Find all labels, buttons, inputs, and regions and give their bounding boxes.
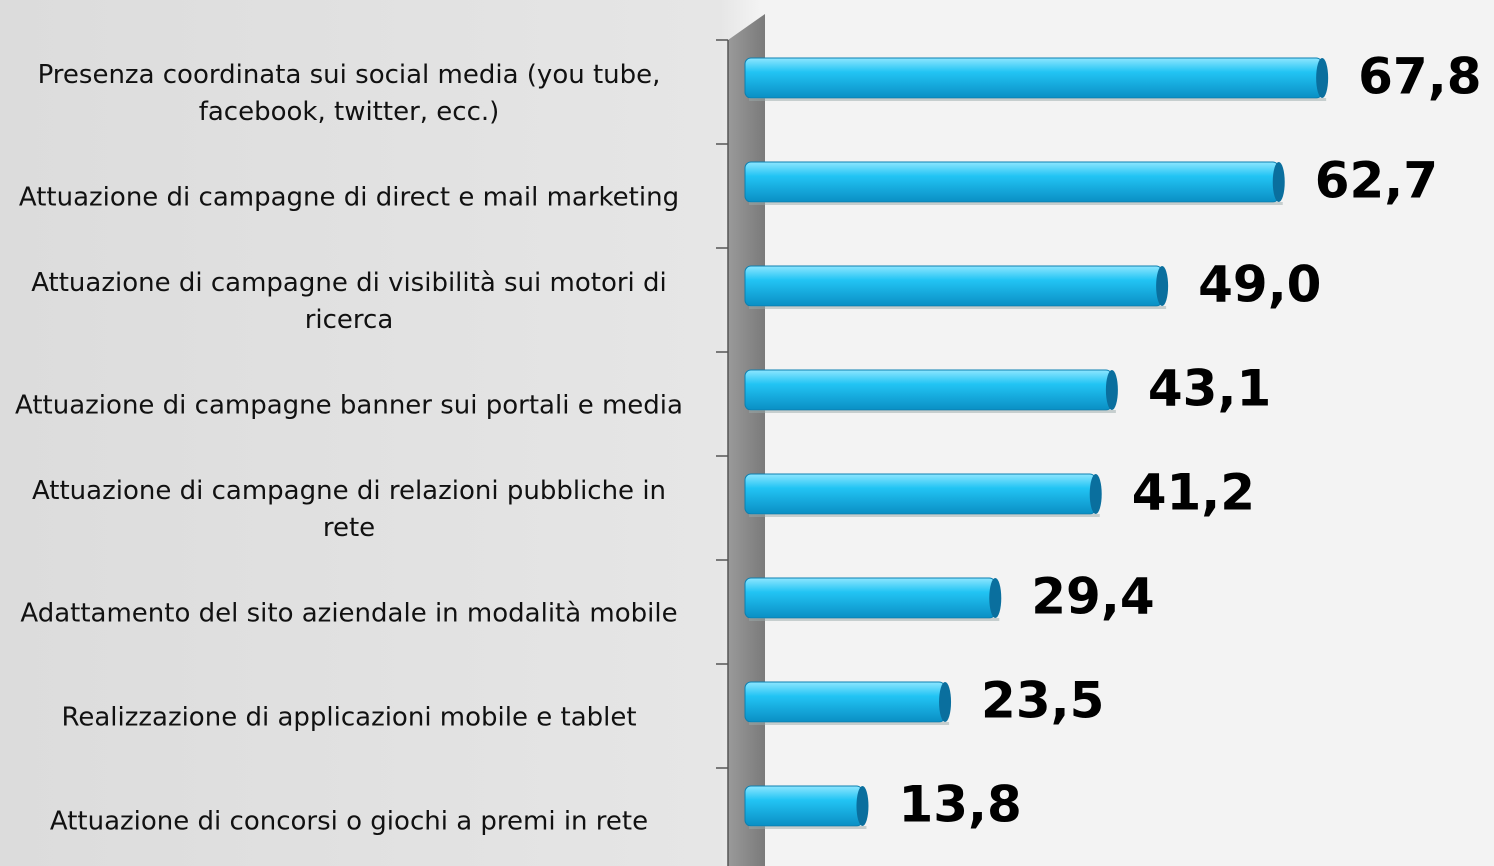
value-label: 23,5 [981,672,1104,730]
bar-cap [939,682,952,722]
bar-cap [1316,58,1329,98]
category-label: Realizzazione di applicazioni mobile e t… [61,702,637,733]
category-label: Presenza coordinata sui social media (yo… [37,60,661,127]
category-label: Attuazione di campagne di direct e mail … [18,182,680,213]
bar-shadow [749,826,867,829]
bar-group [744,577,1002,621]
bar-cap [989,578,1002,618]
category-label: Attuazione di concorsi o giochi a premi … [49,806,649,837]
bar-shadow [749,618,1000,621]
bar-group [744,161,1285,205]
category-label: Adattamento del sito aziendale in modali… [20,598,678,629]
bar-group [744,57,1329,101]
bar-shadow [749,98,1327,101]
bar-cap [1272,162,1285,202]
value-label: 13,8 [898,776,1021,834]
value-label: 43,1 [1148,360,1271,418]
value-label: 41,2 [1132,464,1255,522]
category-label: Attuazione di campagne di visibilità sui… [31,268,667,335]
value-label: 29,4 [1031,568,1154,626]
bar-group [744,473,1102,517]
bar-shadow [749,514,1100,517]
category-label: Attuazione di campagne di relazioni pubb… [31,476,667,543]
bar-shadow [749,306,1167,309]
bar [744,577,996,619]
bar-shadow [749,410,1116,413]
value-label: 62,7 [1315,152,1438,210]
bar-shadow [749,202,1283,205]
value-label: 67,8 [1358,48,1481,106]
bar-cap [1156,266,1169,306]
bar [744,681,946,723]
bar-group [744,369,1118,413]
bar-shadow [749,722,950,725]
bar-group [744,785,869,829]
bar [744,369,1113,411]
bar-cap [1089,474,1102,514]
bar-group [744,265,1169,309]
bar [744,57,1323,99]
bar [744,473,1097,515]
bar [744,785,863,827]
category-label: Attuazione di campagne banner sui portal… [15,390,683,421]
axis-wall [728,14,765,866]
bar [744,161,1280,203]
bar-cap [1105,370,1118,410]
axis-ticks [716,39,728,769]
bar [744,265,1163,307]
value-label: 49,0 [1198,256,1321,314]
bar-cap [856,786,869,826]
bar-group [744,681,952,725]
